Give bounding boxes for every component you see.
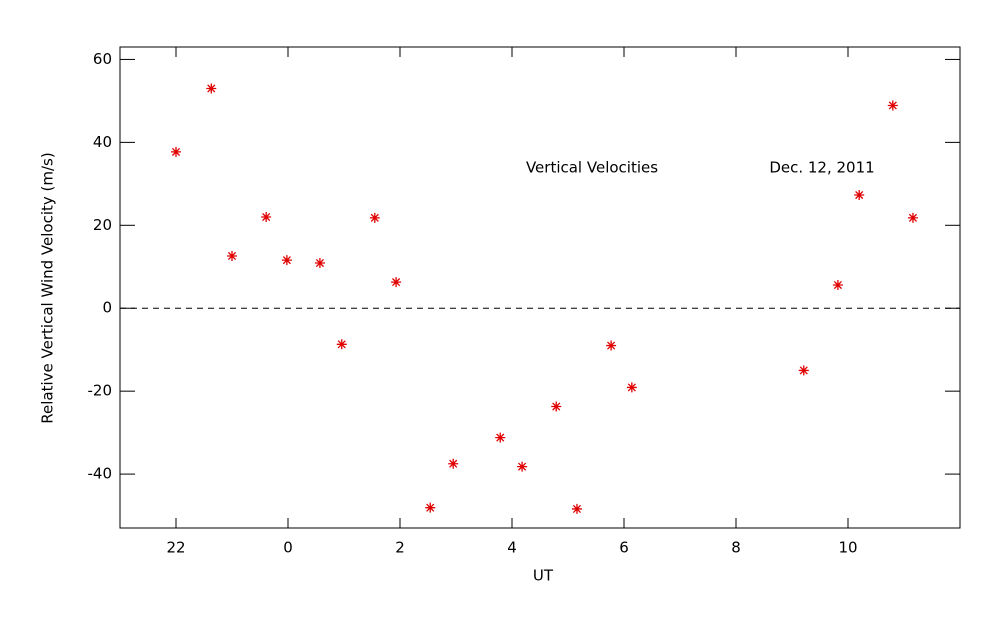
x-tick-label: 8: [731, 539, 741, 557]
data-point: [369, 212, 380, 223]
y-tick-label: 0: [102, 299, 112, 317]
plot-frame: [119, 46, 961, 529]
data-point: [227, 250, 237, 261]
data-point: [425, 502, 436, 513]
annotation: Dec. 12, 2011: [769, 159, 874, 177]
data-point: [517, 461, 528, 472]
data-point: [798, 365, 809, 376]
x-tick-label: 0: [283, 539, 293, 557]
data-point: [206, 83, 217, 94]
data-point: [391, 277, 402, 288]
x-axis-label: UT: [533, 567, 554, 585]
x-tick-label: 2: [395, 539, 405, 557]
data-point: [887, 100, 898, 111]
x-tick-label: 6: [619, 539, 629, 557]
data-point: [448, 458, 459, 469]
data-point: [626, 382, 637, 393]
data-point: [854, 190, 865, 201]
data-point: [495, 432, 506, 443]
data-point: [261, 212, 272, 223]
data-point: [281, 255, 292, 266]
data-point: [336, 339, 347, 350]
x-tick-label: 22: [166, 539, 185, 557]
data-point: [571, 503, 582, 514]
y-tick-label: -20: [88, 382, 113, 400]
data-point: [907, 212, 918, 223]
data-point: [551, 401, 562, 412]
y-tick-label: 60: [93, 50, 112, 68]
data-point: [171, 146, 181, 157]
data-point: [832, 280, 843, 291]
data-point: [606, 340, 617, 351]
y-tick-label: -40: [88, 465, 113, 483]
x-tick-label: 10: [838, 539, 857, 557]
data-point: [314, 258, 325, 269]
x-tick-label: 4: [507, 539, 517, 557]
y-axis-label: Relative Vertical Wind Velocity (m/s): [39, 152, 57, 423]
annotation: Vertical Velocities: [526, 159, 658, 177]
y-tick-label: 40: [93, 133, 112, 151]
y-tick-label: 20: [93, 216, 112, 234]
